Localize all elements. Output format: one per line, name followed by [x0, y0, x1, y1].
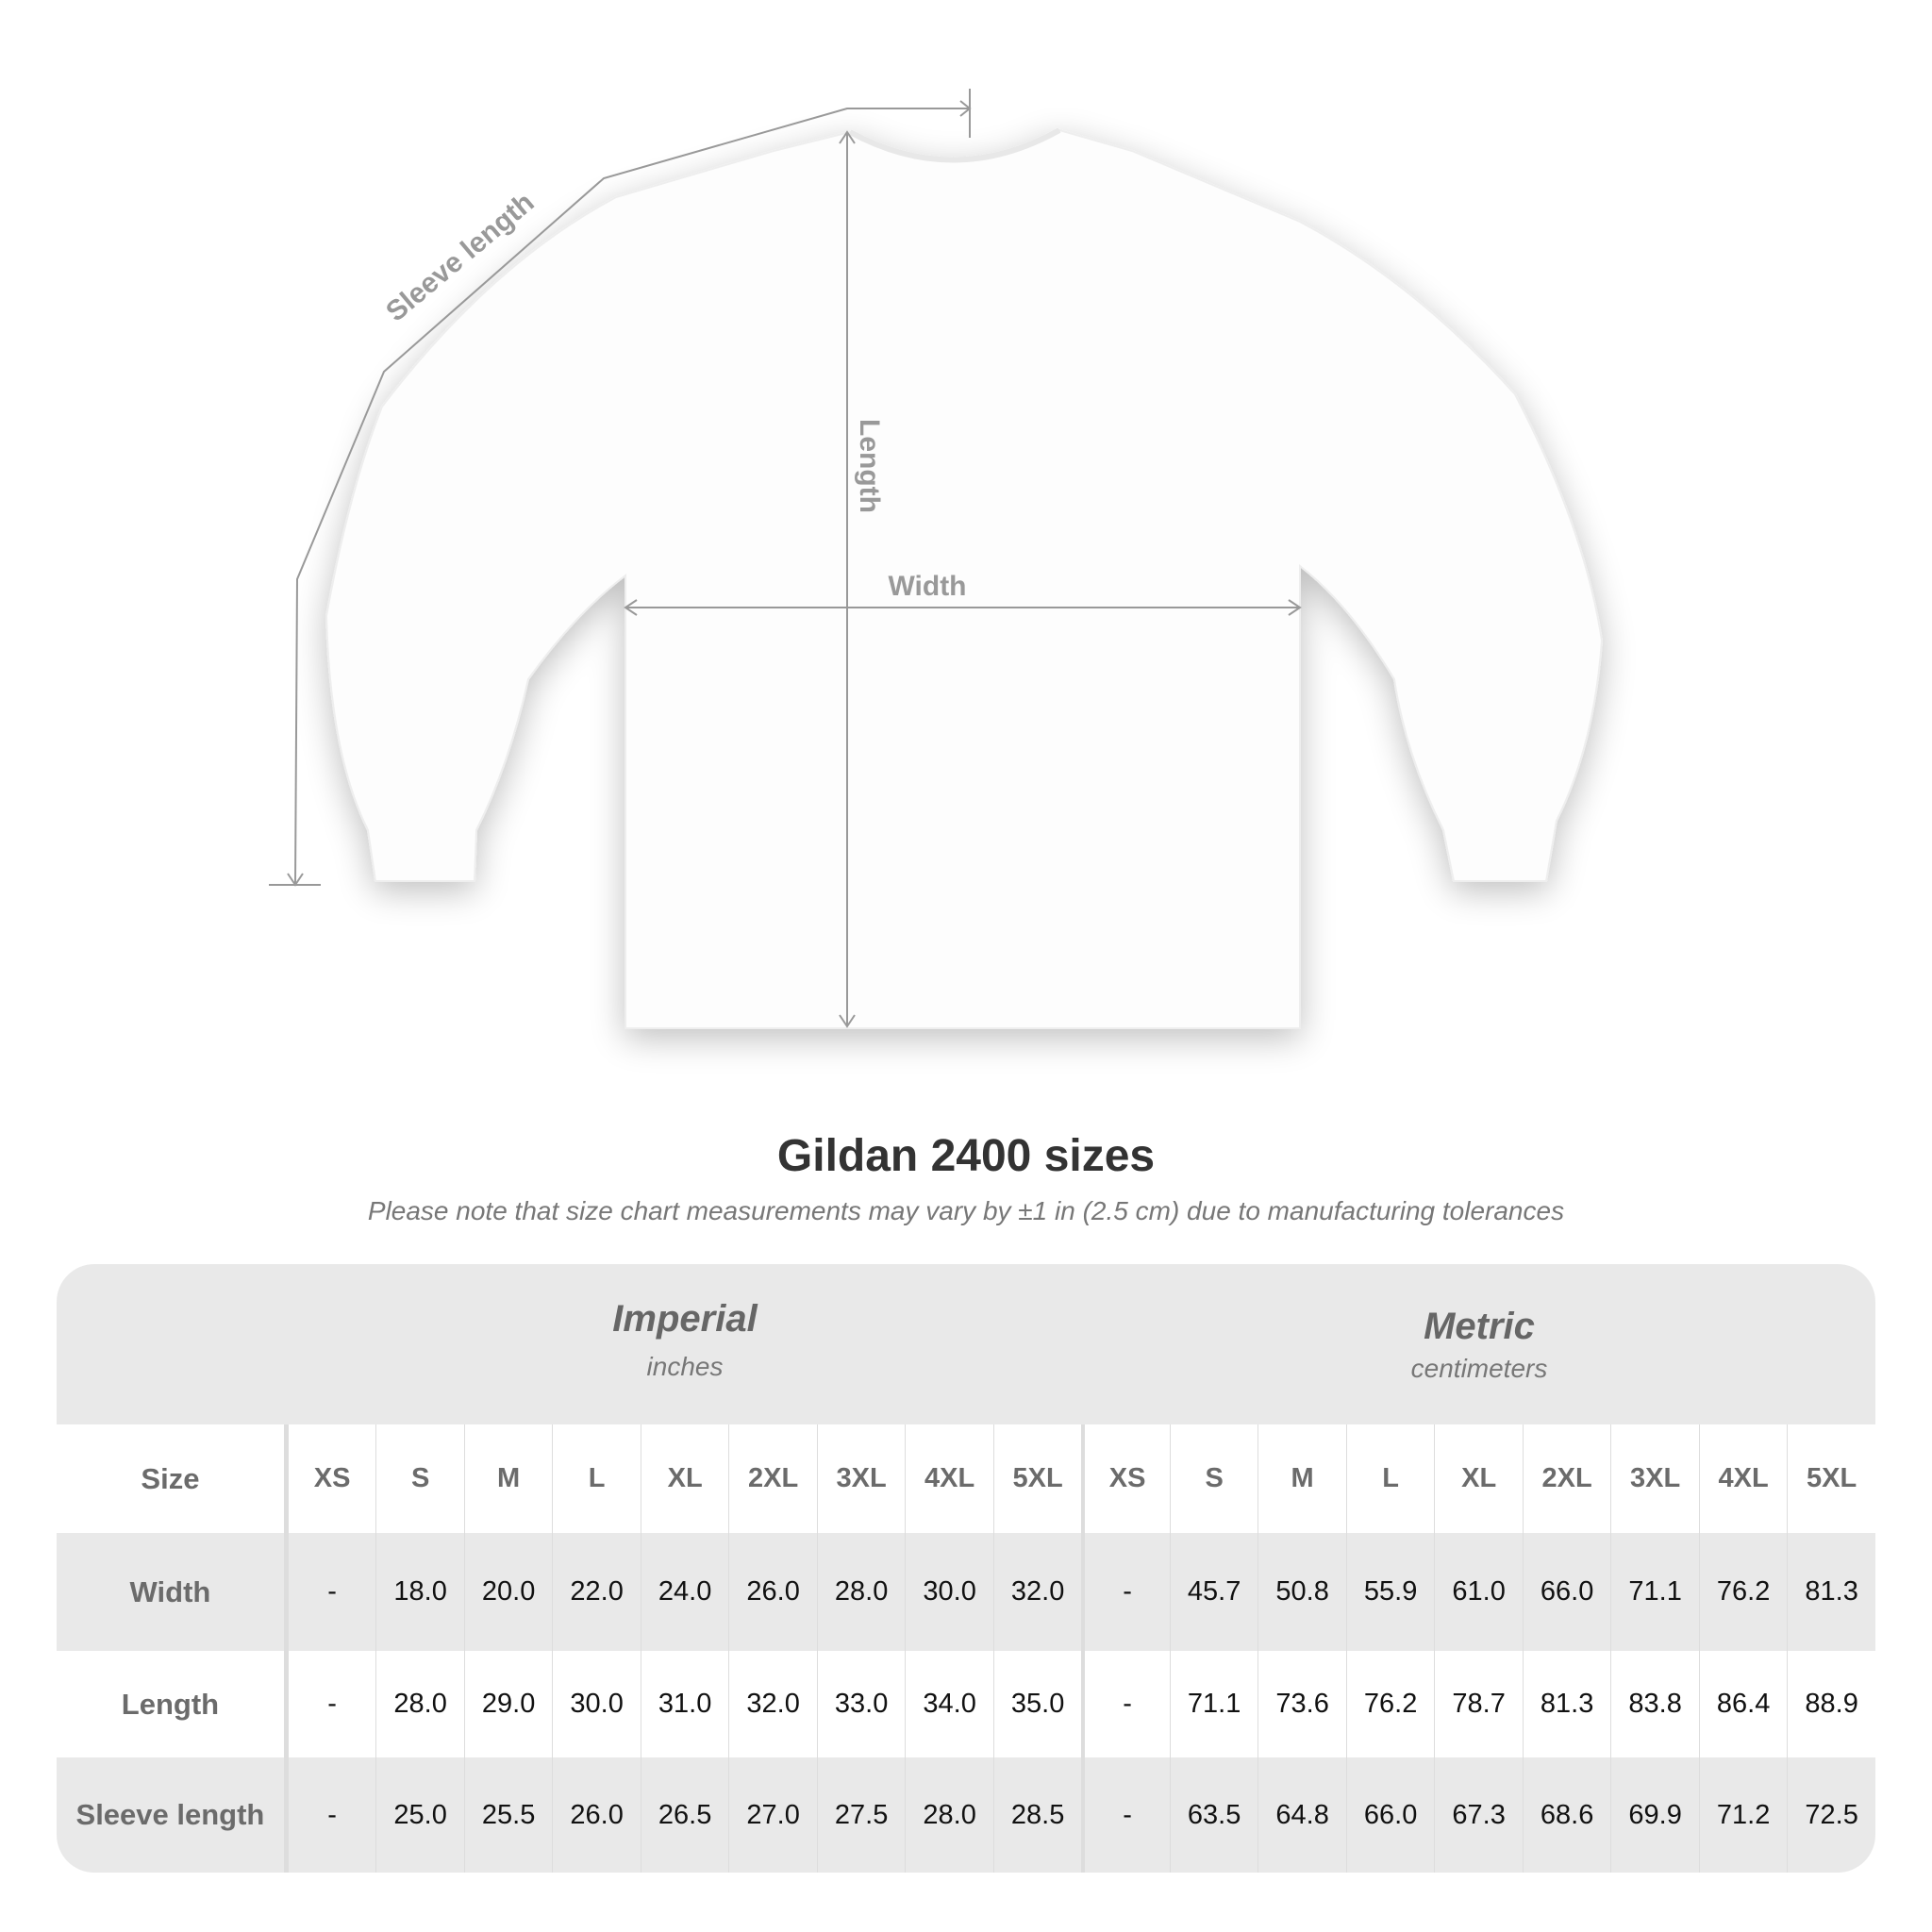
size-header-metric: 2XL — [1522, 1424, 1611, 1533]
size-header-imperial: M — [463, 1424, 553, 1533]
width-label: Width — [888, 571, 966, 602]
metric-unit: centimeters — [1410, 1354, 1548, 1383]
size-header-imperial: XL — [640, 1424, 729, 1533]
size-header-metric: L — [1345, 1424, 1435, 1533]
imperial-value-cell: 22.0 — [552, 1533, 641, 1651]
imperial-unit: inches — [646, 1352, 724, 1381]
row-label: Sleeve length — [57, 1757, 288, 1873]
metric-value-cell: 71.1 — [1169, 1651, 1258, 1757]
imperial-value-cell: - — [287, 1651, 376, 1757]
size-header-imperial: L — [552, 1424, 641, 1533]
metric-title: Metric — [1424, 1306, 1535, 1347]
shirt-illustration — [325, 127, 1604, 1029]
imperial-value-cell: 27.5 — [816, 1757, 906, 1873]
size-header-metric: M — [1257, 1424, 1346, 1533]
imperial-title: Imperial — [612, 1298, 758, 1340]
imperial-value-cell: 27.0 — [728, 1757, 817, 1873]
metric-value-cell: 72.5 — [1787, 1757, 1875, 1873]
metric-value-cell: 76.2 — [1345, 1651, 1435, 1757]
size-header-imperial: XS — [287, 1424, 376, 1533]
shirt-diagram: Sleeve length Length Width — [269, 89, 1604, 1029]
metric-value-cell: 69.9 — [1610, 1757, 1699, 1873]
metric-value-cell: 81.3 — [1522, 1651, 1611, 1757]
metric-value-cell: 66.0 — [1522, 1533, 1611, 1651]
imperial-value-cell: 33.0 — [816, 1651, 906, 1757]
metric-value-cell: 50.8 — [1257, 1533, 1346, 1651]
metric-value-cell: 78.7 — [1434, 1651, 1523, 1757]
size-header-metric: 4XL — [1698, 1424, 1788, 1533]
table-row: Width -18.0 20.0 22.0 24.0 26.0 28.0 30.0 32.0-4… — [57, 1533, 1875, 1651]
row-label: Length — [57, 1651, 288, 1757]
size-header-imperial: 4XL — [905, 1424, 993, 1533]
metric-header: Metric centimeters — [1082, 1264, 1875, 1384]
size-header-imperial: 2XL — [728, 1424, 817, 1533]
metric-value-cell: 55.9 — [1345, 1533, 1435, 1651]
size-row: Size XS S M L XL 2XL 3XL 4XL 5XL XS S M L XL 2XL 3XL 4XL 5… — [57, 1424, 1875, 1533]
metric-value-cell: 71.2 — [1698, 1757, 1788, 1873]
table-row: Length -28.0 29.0 30.0 31.0 32.0 33.0 34.0 35.0-… — [57, 1651, 1875, 1757]
metric-value-cell: 68.6 — [1522, 1757, 1611, 1873]
row-label: Width — [57, 1533, 288, 1651]
imperial-value-cell: 18.0 — [375, 1533, 464, 1651]
metric-value-cell: - — [1081, 1533, 1170, 1651]
metric-value-cell: 88.9 — [1787, 1651, 1875, 1757]
size-header-metric: S — [1169, 1424, 1258, 1533]
metric-value-cell: 73.6 — [1257, 1651, 1346, 1757]
metric-value-cell: 81.3 — [1787, 1533, 1875, 1651]
imperial-value-cell: 20.0 — [463, 1533, 553, 1651]
imperial-value-cell: - — [287, 1533, 376, 1651]
metric-value-cell: 61.0 — [1434, 1533, 1523, 1651]
imperial-value-cell: - — [287, 1757, 376, 1873]
size-table: Imperial inches Metric centimeters Size X… — [57, 1264, 1875, 1873]
imperial-value-cell: 32.0 — [728, 1651, 817, 1757]
imperial-value-cell: 29.0 — [463, 1651, 553, 1757]
metric-value-cell: 67.3 — [1434, 1757, 1523, 1873]
imperial-value-cell: 30.0 — [552, 1651, 641, 1757]
imperial-value-cell: 26.0 — [728, 1533, 817, 1651]
imperial-value-cell: 28.0 — [816, 1533, 906, 1651]
metric-value-cell: - — [1081, 1757, 1170, 1873]
metric-value-cell: 71.1 — [1610, 1533, 1699, 1651]
tolerance-note: Please note that size chart measurements… — [367, 1196, 1565, 1225]
metric-value-cell: 83.8 — [1610, 1651, 1699, 1757]
size-header-label: Size — [57, 1424, 288, 1533]
size-header-imperial: 5XL — [992, 1424, 1082, 1533]
size-header-metric: 3XL — [1610, 1424, 1699, 1533]
table-row: Sleeve length -25.0 25.5 26.0 26.5 27.0 27.5 28… — [57, 1757, 1875, 1873]
measurement-lines — [269, 89, 1302, 1028]
imperial-value-cell: 35.0 — [992, 1651, 1082, 1757]
size-header-imperial: 3XL — [816, 1424, 906, 1533]
imperial-value-cell: 26.5 — [640, 1757, 729, 1873]
imperial-value-cell: 30.0 — [905, 1533, 993, 1651]
metric-value-cell: 64.8 — [1257, 1757, 1346, 1873]
imperial-header: Imperial inches — [288, 1264, 1082, 1382]
metric-value-cell: - — [1081, 1651, 1170, 1757]
length-label: Length — [854, 419, 885, 513]
imperial-value-cell: 25.0 — [375, 1757, 464, 1873]
metric-value-cell: 66.0 — [1345, 1757, 1435, 1873]
size-header-metric: XL — [1434, 1424, 1523, 1533]
metric-value-cell: 86.4 — [1698, 1651, 1788, 1757]
size-header-metric: 5XL — [1787, 1424, 1875, 1533]
imperial-value-cell: 31.0 — [640, 1651, 729, 1757]
imperial-value-cell: 25.5 — [463, 1757, 553, 1873]
imperial-value-cell: 28.0 — [375, 1651, 464, 1757]
imperial-value-cell: 34.0 — [905, 1651, 993, 1757]
imperial-value-cell: 28.0 — [905, 1757, 993, 1873]
imperial-value-cell: 32.0 — [992, 1533, 1082, 1651]
imperial-value-cell: 26.0 — [552, 1757, 641, 1873]
size-header-imperial: S — [375, 1424, 464, 1533]
page-title: Gildan 2400 sizes — [776, 1131, 1156, 1181]
imperial-value-cell: 24.0 — [640, 1533, 729, 1651]
metric-value-cell: 45.7 — [1169, 1533, 1258, 1651]
metric-value-cell: 63.5 — [1169, 1757, 1258, 1873]
metric-value-cell: 76.2 — [1698, 1533, 1788, 1651]
size-header-metric: XS — [1081, 1424, 1170, 1533]
imperial-value-cell: 28.5 — [992, 1757, 1082, 1873]
